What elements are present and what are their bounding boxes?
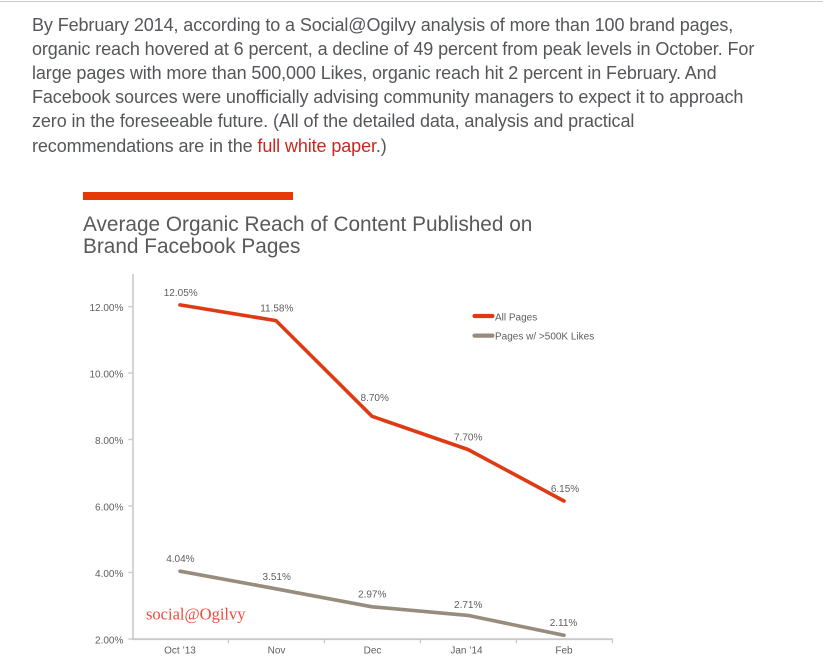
svg-text:7.70%: 7.70% [454, 433, 482, 444]
svg-text:4.00%: 4.00% [95, 569, 123, 580]
svg-text:12.05%: 12.05% [164, 288, 198, 299]
svg-text:10.00%: 10.00% [89, 370, 123, 381]
svg-text:2.00%: 2.00% [95, 636, 123, 647]
svg-text:2.97%: 2.97% [358, 590, 386, 601]
svg-text:social@Ogilvy: social@Ogilvy [146, 604, 246, 623]
svg-text:Dec: Dec [364, 646, 382, 657]
svg-text:6.00%: 6.00% [95, 503, 123, 514]
svg-text:Feb: Feb [555, 646, 573, 657]
svg-text:2.11%: 2.11% [550, 618, 578, 629]
svg-text:Oct ’13: Oct ’13 [164, 646, 196, 657]
svg-text:4.04%: 4.04% [166, 554, 194, 565]
svg-text:11.58%: 11.58% [260, 304, 293, 315]
svg-text:12.00%: 12.00% [89, 303, 123, 314]
svg-text:Pages w/ >500K Likes: Pages w/ >500K Likes [495, 332, 594, 343]
svg-text:Jan ’14: Jan ’14 [450, 646, 483, 657]
svg-text:2.71%: 2.71% [454, 600, 482, 611]
svg-text:6.15%: 6.15% [551, 484, 579, 495]
svg-text:3.51%: 3.51% [263, 572, 291, 583]
svg-text:8.70%: 8.70% [361, 393, 389, 404]
svg-text:Nov: Nov [268, 646, 286, 657]
svg-text:8.00%: 8.00% [95, 436, 123, 447]
svg-text:All Pages: All Pages [495, 312, 537, 323]
